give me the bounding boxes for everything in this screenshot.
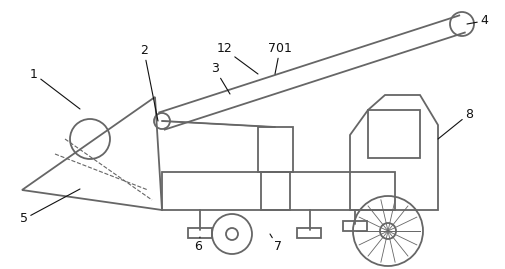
Bar: [258, 127, 293, 172]
Text: 5: 5: [20, 189, 80, 225]
Bar: [188, 228, 212, 238]
Bar: [261, 172, 290, 210]
Text: 4: 4: [467, 15, 488, 27]
Text: 701: 701: [268, 43, 292, 74]
Bar: [162, 172, 395, 210]
Text: 12: 12: [216, 43, 258, 74]
Text: 6: 6: [194, 237, 202, 253]
Text: 3: 3: [211, 62, 230, 94]
Bar: [297, 228, 321, 238]
Bar: [343, 221, 367, 231]
Text: 2: 2: [140, 44, 158, 121]
Text: 1: 1: [30, 68, 80, 109]
Bar: [368, 110, 420, 158]
Text: 8: 8: [438, 108, 473, 139]
Text: 7: 7: [270, 234, 282, 253]
